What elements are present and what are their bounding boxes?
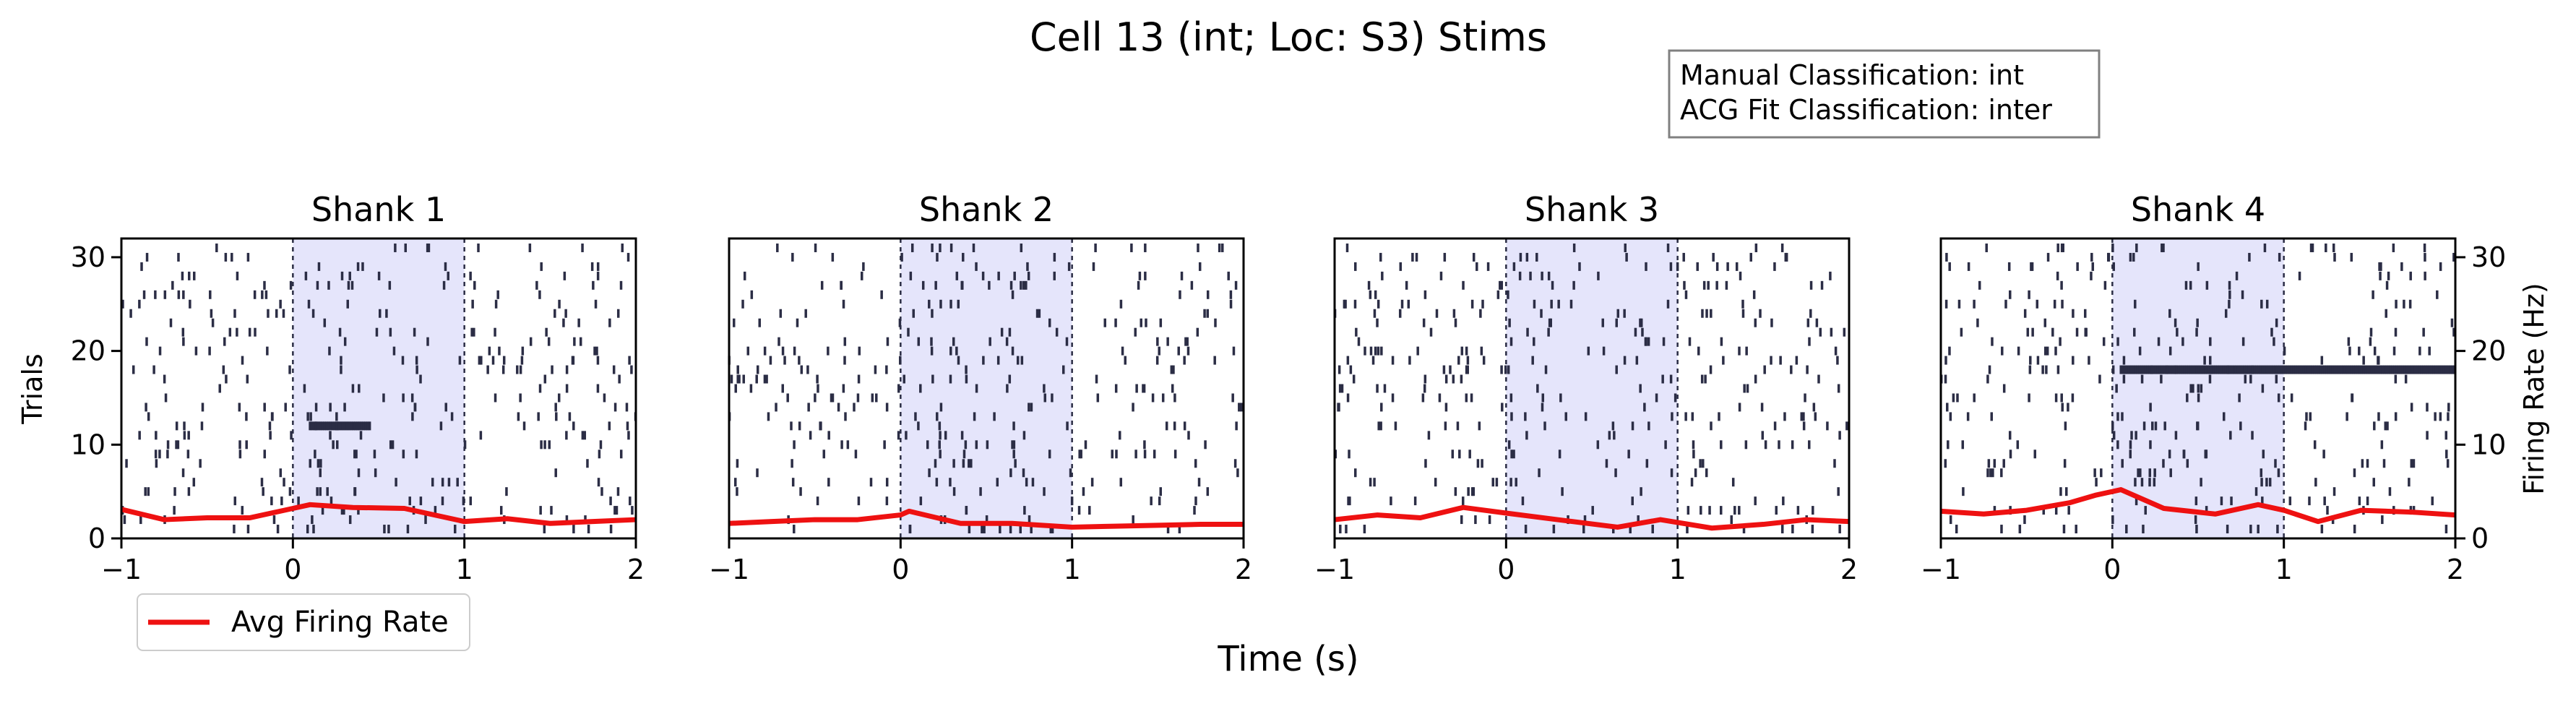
- legend-label: Avg Firing Rate: [231, 606, 449, 639]
- y-axis-label-trials: Trials: [17, 353, 48, 424]
- spike-raster: [1939, 243, 2456, 534]
- legend: Avg Firing Rate: [137, 593, 470, 651]
- panel-shank-3: Shank 3 −1 0 1 2: [1314, 190, 1858, 585]
- x-tick-label: 2: [627, 554, 645, 585]
- panel-shank-2: Shank 2 −1 0 1 2: [709, 190, 1252, 585]
- spike-raster: [728, 243, 1243, 534]
- stim-window-shade: [1506, 238, 1678, 538]
- x-tick-label: −1: [1314, 554, 1355, 585]
- annotation-acg-classification: ACG Fit Classification: inter: [1680, 94, 2052, 126]
- x-tick-label: 2: [1235, 554, 1252, 585]
- y-tick-label: 0: [88, 522, 105, 554]
- avg-firing-rate-line: [1940, 487, 2456, 525]
- x-tick-label: −1: [101, 554, 142, 585]
- avg-firing-rate-line: [121, 502, 637, 526]
- right-y-tick-label: 0: [2471, 522, 2489, 554]
- x-axis-label: Time (s): [1217, 639, 1358, 679]
- y-tick-label: 30: [71, 241, 105, 273]
- x-tick-label: 1: [1669, 554, 1687, 585]
- y-tick-label: 20: [71, 335, 105, 367]
- x-tick-label: 0: [892, 554, 909, 585]
- panel-title: Shank 2: [919, 190, 1054, 229]
- panel-title: Shank 4: [2131, 190, 2265, 229]
- y-axis-label-firing-rate: Firing Rate (Hz): [2518, 283, 2550, 495]
- x-tick-label: 1: [2275, 554, 2293, 585]
- annotation-manual-classification: Manual Classification: int: [1680, 59, 2024, 91]
- legend-frame: [137, 593, 470, 651]
- panel-title: Shank 1: [311, 190, 446, 229]
- axes-frame: [120, 237, 637, 540]
- x-tick-label: 1: [456, 554, 473, 585]
- right-y-tick-label: 10: [2471, 429, 2506, 460]
- figure-title: Cell 13 (int; Loc: S3) Stims: [1030, 14, 1547, 60]
- x-tick-label: 0: [2103, 554, 2121, 585]
- x-tick-label: −1: [709, 554, 749, 585]
- x-tick-label: 0: [284, 554, 301, 585]
- avg-firing-rate-line: [728, 508, 1244, 530]
- avg-firing-rate-line: [1334, 504, 1850, 531]
- x-tick-label: 0: [1497, 554, 1515, 585]
- classification-annotation: Manual Classification: int ACG Fit Class…: [1668, 49, 2101, 139]
- axes-frame: [728, 237, 1245, 540]
- axes-frame: [1939, 237, 2457, 540]
- right-y-tick-label: 30: [2471, 241, 2506, 273]
- stim-window-shade: [900, 238, 1072, 538]
- x-tick-label: −1: [1921, 554, 1961, 585]
- axes-frame: [1333, 237, 1851, 540]
- x-tick-label: 2: [1840, 554, 1858, 585]
- panel-title: Shank 3: [1525, 190, 1659, 229]
- x-tick-label: 2: [2447, 554, 2464, 585]
- x-tick-label: 1: [1064, 554, 1081, 585]
- right-y-tick-label: 20: [2471, 335, 2506, 367]
- y-tick-label: 10: [71, 429, 105, 460]
